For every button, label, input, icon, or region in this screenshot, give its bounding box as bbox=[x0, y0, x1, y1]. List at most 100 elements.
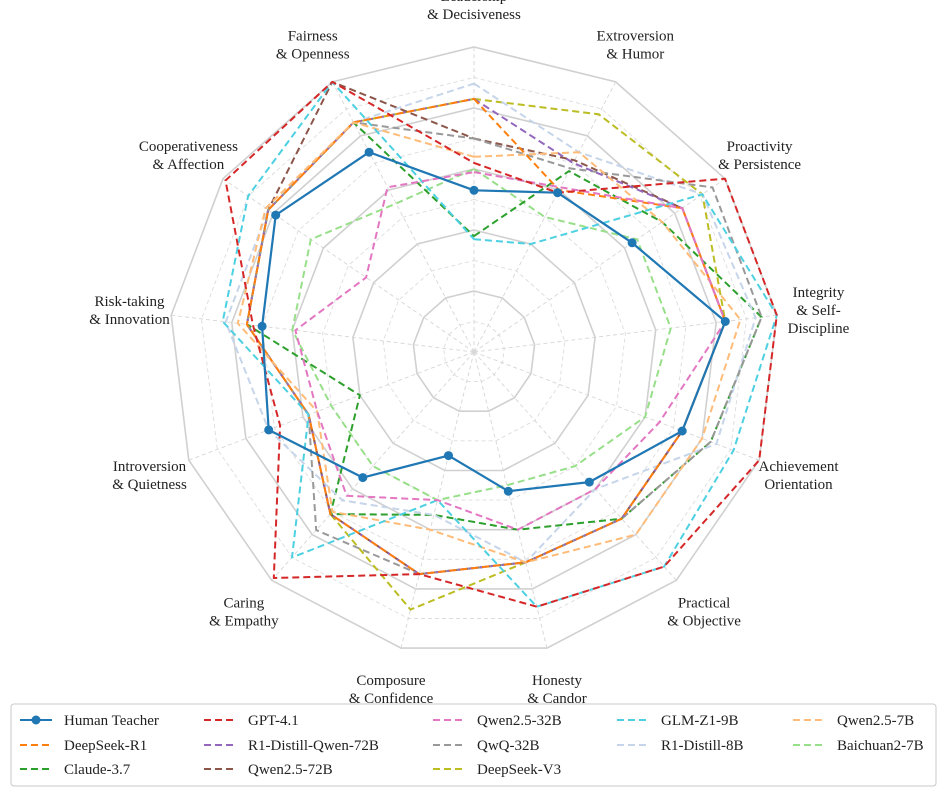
series-line-human-teacher bbox=[261, 151, 727, 493]
axis-label-line: & Confidence bbox=[349, 691, 434, 707]
legend-label-r1-distill-8b: R1-Distill-8B bbox=[661, 738, 744, 754]
axis-label-risk-taking-innovation: Risk-taking & Innovation bbox=[89, 294, 170, 328]
axis-label-line: Caring bbox=[223, 596, 264, 612]
data-point-human-teacher-1 bbox=[553, 188, 563, 198]
legend-label-r1-distill-qwen-72b: R1-Distill-Qwen-72B bbox=[248, 738, 379, 754]
grid-ring-1 bbox=[443, 321, 505, 383]
axis-label-practical-objective: Practical & Objective bbox=[667, 596, 741, 630]
grid-ring-7 bbox=[261, 138, 687, 560]
legend-item-r1-distill-qwen-72b: R1-Distill-Qwen-72B bbox=[204, 738, 379, 754]
legend-label-deepseek-v3: DeepSeek-V3 bbox=[477, 762, 561, 778]
legend-item-deepseek-v3: DeepSeek-V3 bbox=[433, 762, 561, 778]
axis-label-leadership-decisiveness: Leadership & Decisiveness bbox=[427, 0, 521, 23]
axis-label-line: Introversion bbox=[113, 459, 187, 475]
legend-label-deepseek-r1: DeepSeek-R1 bbox=[64, 738, 147, 754]
legend-label-glm-z1-9b: GLM-Z1-9B bbox=[661, 713, 739, 729]
series-glm-z1-9b bbox=[221, 80, 778, 608]
data-point-human-teacher-11 bbox=[271, 210, 281, 220]
legend-item-qwen2-5-7b: Qwen2.5-7B bbox=[793, 713, 914, 729]
series-line-qwen2-5-32b bbox=[294, 171, 727, 531]
axis-label-line: Cooperativeness bbox=[139, 139, 238, 155]
grid-ring-3 bbox=[382, 260, 566, 442]
data-point-human-teacher-8 bbox=[358, 473, 368, 483]
legend-label-qwen2-5-72b: Qwen2.5-72B bbox=[248, 762, 333, 778]
series-line-baichuan2-7b bbox=[291, 168, 672, 502]
data-point-human-teacher-0 bbox=[469, 185, 479, 195]
axis-label-line: & Candor bbox=[527, 691, 587, 707]
grid-ring-2 bbox=[412, 290, 536, 413]
series-deepseek-r1 bbox=[245, 97, 727, 576]
series-human-teacher bbox=[257, 147, 730, 496]
legend-frame bbox=[10, 703, 937, 787]
series-qwen2-5-32b bbox=[294, 171, 727, 531]
series-qwen2-5-7b bbox=[236, 121, 742, 564]
axis-spoke-11 bbox=[222, 178, 475, 353]
legend-marker-human-teacher bbox=[31, 715, 41, 725]
axis-label-line: Orientation bbox=[764, 477, 833, 493]
data-point-human-teacher-6 bbox=[503, 486, 513, 496]
axis-label-fairness-openness: Fairness & Openness bbox=[276, 29, 350, 63]
grid-ring-9 bbox=[201, 77, 747, 619]
legend-item-qwq-32b: QwQ-32B bbox=[433, 738, 540, 754]
axis-label-line: & Innovation bbox=[89, 312, 170, 328]
axis-label-achievement-orientation: Achievement Orientation bbox=[759, 459, 840, 493]
axis-label-honesty-candor: Honesty & Candor bbox=[527, 673, 587, 707]
axis-label-line: & Decisiveness bbox=[427, 7, 521, 23]
axis-label-line: Integrity bbox=[793, 285, 845, 301]
axis-spoke-9 bbox=[188, 351, 475, 461]
axis-label-integrity-self-discipline: Integrity & Self- Discipline bbox=[788, 285, 850, 337]
axis-spoke-2 bbox=[473, 178, 726, 353]
data-point-human-teacher-4 bbox=[677, 426, 687, 436]
axis-label-line: Composure bbox=[356, 673, 426, 689]
axis-label-cooperativeness-affection: Cooperativeness & Affection bbox=[139, 139, 238, 173]
legend-label-qwq-32b: QwQ-32B bbox=[477, 738, 540, 754]
axis-spoke-5 bbox=[473, 351, 677, 581]
axis-label-caring-empathy: Caring & Empathy bbox=[209, 596, 279, 630]
axis-label-line: Leadership bbox=[441, 0, 508, 5]
legend-item-human-teacher: Human Teacher bbox=[20, 713, 159, 729]
legend-label-gpt-4-1: GPT-4.1 bbox=[248, 713, 299, 729]
axis-label-line: Achievement bbox=[759, 459, 840, 475]
legend-item-gpt-4-1: GPT-4.1 bbox=[204, 713, 299, 729]
grid-ring-6 bbox=[291, 168, 657, 531]
axis-label-line: & Openness bbox=[276, 47, 350, 63]
grid-ring-8 bbox=[230, 107, 718, 590]
axis-label-introversion-quietness: Introversion & Quietness bbox=[112, 459, 187, 493]
axis-label-line: Extroversion bbox=[597, 29, 675, 45]
data-point-human-teacher-3 bbox=[720, 317, 730, 326]
legend-label-qwen2-5-7b: Qwen2.5-7B bbox=[837, 713, 914, 729]
axis-labels: Leadership & Decisiveness Extroversion & Hu… bbox=[89, 0, 849, 707]
axis-label-line: Proactivity bbox=[727, 139, 793, 155]
series-line-r1-distill-qwen-72b bbox=[245, 97, 727, 576]
data-point-human-teacher-10 bbox=[257, 321, 267, 331]
legend-item-claude-3-7: Claude-3.7 bbox=[20, 762, 131, 778]
axis-label-line: & Objective bbox=[667, 614, 741, 630]
data-point-human-teacher-5 bbox=[584, 477, 594, 487]
axis-label-line: & Self- bbox=[796, 303, 841, 319]
legend-label-qwen2-5-32b: Qwen2.5-32B bbox=[477, 713, 562, 729]
axis-label-line: Practical bbox=[678, 596, 730, 612]
axis-spoke-10 bbox=[171, 314, 475, 353]
series-baichuan2-7b bbox=[291, 168, 672, 502]
axis-spoke-6 bbox=[473, 351, 548, 649]
axis-spoke-12 bbox=[331, 81, 475, 353]
data-point-human-teacher-7 bbox=[444, 451, 453, 461]
axis-label-line: Fairness bbox=[288, 29, 338, 45]
series-line-gpt-4-1 bbox=[224, 80, 778, 608]
data-point-human-teacher-12 bbox=[364, 147, 374, 157]
legend-item-baichuan2-7b: Baichuan2-7B bbox=[793, 738, 924, 754]
axis-spoke-7 bbox=[400, 351, 475, 649]
axis-label-line: & Empathy bbox=[209, 614, 279, 630]
data-point-human-teacher-9 bbox=[264, 425, 274, 435]
axis-spoke-1 bbox=[473, 81, 617, 353]
series-line-qwen2-5-7b bbox=[236, 121, 742, 564]
axis-spoke-4 bbox=[473, 351, 760, 461]
radar-series bbox=[221, 80, 778, 611]
legend-label-baichuan2-7b: Baichuan2-7B bbox=[837, 738, 924, 754]
axis-label-proactivity-persistence: Proactivity & Persistence bbox=[718, 139, 801, 173]
legend-item-glm-z1-9b: GLM-Z1-9B bbox=[617, 713, 739, 729]
axis-label-line: Honesty bbox=[532, 673, 582, 689]
legend-item-qwen2-5-32b: Qwen2.5-32B bbox=[433, 713, 562, 729]
axis-spoke-8 bbox=[271, 351, 475, 581]
